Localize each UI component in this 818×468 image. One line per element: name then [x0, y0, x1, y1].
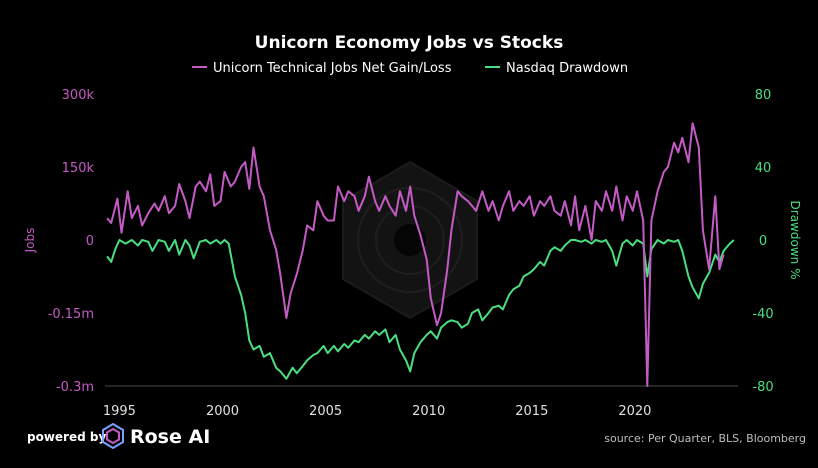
x-tick-label: 2020 — [618, 404, 651, 419]
chart-title: Unicorn Economy Jobs vs Stocks — [255, 33, 564, 53]
y-left-tick: -0.15m — [48, 307, 94, 322]
y-left-tick: 0 — [86, 234, 94, 249]
y-right-tick: -40 — [752, 307, 773, 322]
y-right-tick: 40 — [755, 161, 772, 176]
source-note: source: Per Quarter, BLS, Bloomberg — [604, 432, 806, 445]
x-tick-label: 2005 — [309, 404, 342, 419]
y-left-ticks: 300k 150k 0 -0.15m -0.3m — [48, 88, 95, 395]
x-ticks: 1995 2000 2005 2010 2015 2020 — [103, 404, 652, 419]
y-right-ticks: 80 40 0 -40 -80 — [752, 88, 773, 395]
x-tick-label: 1995 — [103, 404, 136, 419]
rose-ai-logo-icon — [102, 422, 124, 450]
y-left-tick: -0.3m — [56, 380, 94, 395]
y-left-tick: 150k — [62, 161, 95, 176]
y-right-tick: 0 — [759, 234, 767, 249]
y-right-tick: 80 — [755, 88, 772, 103]
series-line-unicorn-jobs — [106, 122, 725, 387]
x-tick-label: 2015 — [515, 404, 548, 419]
y-left-axis-label: Jobs — [23, 228, 37, 254]
watermark-logo — [342, 160, 478, 320]
series-line-nasdaq-drawdown — [106, 239, 735, 380]
powered-by-label: powered by — [27, 430, 106, 444]
legend-label-drawdown: Nasdaq Drawdown — [506, 61, 628, 76]
y-right-tick: -80 — [752, 380, 773, 395]
x-tick-label: 2010 — [412, 404, 445, 419]
brand: powered by Rose AI — [27, 422, 210, 450]
legend: Unicorn Technical Jobs Net Gain/Loss Nas… — [192, 61, 628, 76]
y-right-axis-label: Drawdown % — [788, 201, 802, 280]
brand-name: Rose AI — [130, 426, 210, 448]
legend-label-jobs: Unicorn Technical Jobs Net Gain/Loss — [213, 61, 452, 76]
y-left-tick: 300k — [62, 88, 95, 103]
x-tick-label: 2000 — [206, 404, 239, 419]
